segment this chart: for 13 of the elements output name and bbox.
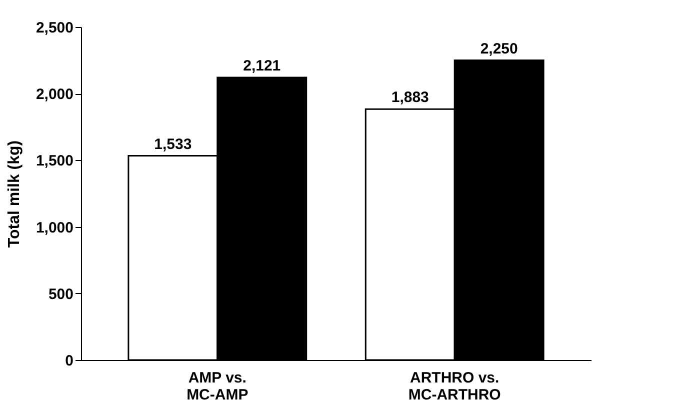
y-tick-label: 0 xyxy=(65,352,74,370)
y-tick-label: 1,500 xyxy=(36,152,74,170)
y-tick-label: 1,000 xyxy=(36,219,74,236)
data-label: 2,250 xyxy=(480,40,518,58)
data-label: 2,121 xyxy=(243,57,281,74)
y-tick-label: 500 xyxy=(48,286,74,303)
y-tick-label: 2,000 xyxy=(36,86,74,104)
data-label: 1,883 xyxy=(391,89,429,106)
y-tick-label: 2,500 xyxy=(36,20,74,36)
x-tick-label: AMP vs. MC-AMP xyxy=(186,370,248,404)
y-axis-title: Total milk (kg) xyxy=(6,140,23,248)
x-tick-label: ARTHRO vs. MC-ARTHRO xyxy=(408,370,502,404)
data-label: 1,533 xyxy=(154,136,192,153)
